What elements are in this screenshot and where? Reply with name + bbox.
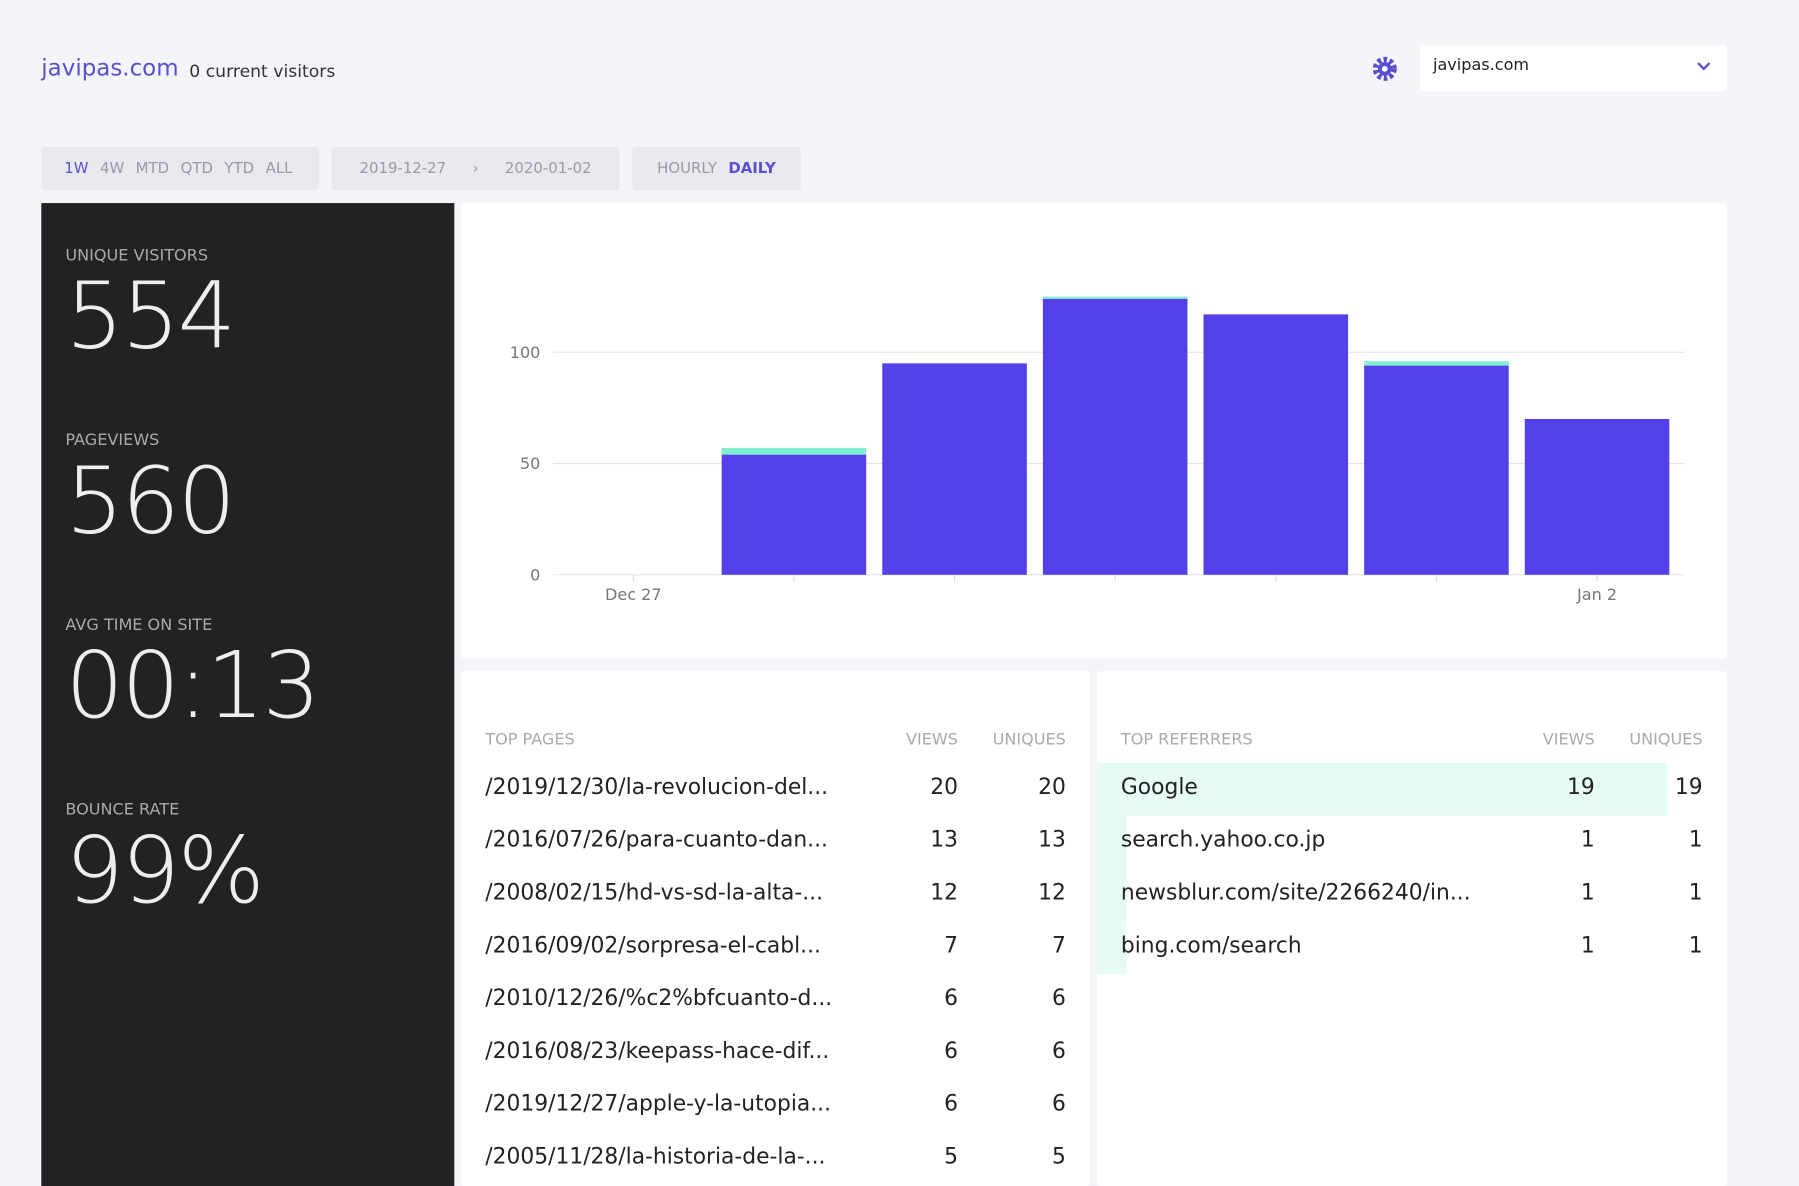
- row-uniques: 1: [1689, 827, 1703, 852]
- row-label[interactable]: newsblur.com/site/2266240/in...: [1121, 880, 1471, 905]
- table-header: UNIQUES: [1629, 731, 1702, 749]
- row-views: 6: [944, 1038, 958, 1063]
- x-tick-label: Dec 27: [605, 585, 662, 604]
- row-views: 6: [944, 1091, 958, 1116]
- row-uniques: 13: [1038, 827, 1066, 852]
- row-label[interactable]: bing.com/search: [1121, 933, 1302, 958]
- row-uniques: 1: [1689, 933, 1703, 958]
- row-label[interactable]: /2016/07/26/para-cuanto-dan...: [485, 827, 828, 852]
- row-uniques: 5: [1052, 1144, 1066, 1169]
- row-label[interactable]: /2019/12/30/la-revolucion-del...: [485, 774, 828, 799]
- row-views: 6: [944, 986, 958, 1011]
- row-uniques: 6: [1052, 1038, 1066, 1063]
- row-views: 1: [1581, 827, 1595, 852]
- date-to: 2020-01-02: [505, 160, 592, 177]
- chart: 0 50 100 Dec 27 Jan 2: [461, 203, 1726, 658]
- row-views: 19: [1567, 774, 1595, 799]
- table-header: VIEWS: [1543, 731, 1595, 749]
- table-header: TOP REFERRERS: [1121, 731, 1253, 749]
- date-from: 2019-12-27: [359, 160, 446, 177]
- row-label[interactable]: /2016/08/23/keepass-hace-dif...: [485, 1038, 829, 1063]
- stat-value: 560: [65, 447, 233, 554]
- row-views: 12: [930, 880, 958, 905]
- row-uniques: 1: [1689, 880, 1703, 905]
- y-tick-label: 0: [530, 566, 540, 585]
- row-uniques: 20: [1038, 774, 1066, 799]
- row-views: 13: [930, 827, 958, 852]
- row-label[interactable]: /2019/12/27/apple-y-la-utopia...: [485, 1091, 831, 1116]
- bar-segment: [1364, 366, 1509, 575]
- row-uniques: 19: [1675, 774, 1703, 799]
- visitors: 0 current visitors: [189, 61, 335, 82]
- row-views: 1: [1581, 880, 1595, 905]
- y-tick-label: 50: [520, 454, 540, 473]
- row-label[interactable]: /2005/11/28/la-historia-de-la-...: [485, 1144, 825, 1169]
- range-option[interactable]: ALL: [266, 160, 293, 177]
- range-option[interactable]: QTD: [181, 160, 213, 177]
- range-option[interactable]: 4W: [100, 160, 124, 177]
- y-tick-label: 100: [510, 343, 541, 362]
- bar-segment: [1204, 314, 1349, 574]
- stat-value: 99%: [65, 817, 262, 924]
- range-option[interactable]: YTD: [224, 160, 254, 177]
- bar-segment: [1043, 299, 1188, 575]
- row-label[interactable]: search.yahoo.co.jp: [1121, 827, 1325, 852]
- settings-icon[interactable]: [1371, 55, 1399, 83]
- row-label[interactable]: Google: [1121, 774, 1198, 799]
- date-range[interactable]: 2019-12-27 › 2020-01-02: [332, 147, 620, 191]
- range-option[interactable]: MTD: [136, 160, 169, 177]
- table-header: TOP PAGES: [485, 731, 574, 749]
- granularity-option[interactable]: DAILY: [728, 160, 775, 177]
- table-header: VIEWS: [906, 731, 958, 749]
- site-name[interactable]: javipas.com: [41, 54, 178, 82]
- row-uniques: 6: [1052, 1091, 1066, 1116]
- top-pages-card: TOP PAGES VIEWS UNIQUES/2019/12/30/la-revo…: [461, 671, 1090, 1186]
- row-uniques: 12: [1038, 880, 1066, 905]
- row-uniques: 7: [1052, 933, 1066, 958]
- bar-segment: [1043, 297, 1188, 299]
- row-label[interactable]: /2010/12/26/%c2%bfcuanto-d...: [485, 986, 832, 1011]
- range-option[interactable]: 1W: [64, 160, 88, 177]
- row-views: 1: [1581, 933, 1595, 958]
- bar-segment: [1525, 419, 1670, 575]
- stat-value: 00:13: [65, 632, 318, 739]
- site-select[interactable]: javipas.com: [1420, 45, 1726, 91]
- stats-panel: UNIQUE VISITORS554PAGEVIEWS560AVG TIME O…: [41, 203, 454, 1186]
- row-views: 7: [944, 933, 958, 958]
- row-label[interactable]: /2016/09/02/sorpresa-el-cabl...: [485, 933, 821, 958]
- table-header: UNIQUES: [993, 731, 1066, 749]
- top-referrers-card: TOP REFERRERS VIEWS UNIQUES Google 19 19 searc…: [1097, 671, 1727, 1186]
- granularity-filter: HOURLY DAILY: [632, 147, 801, 191]
- bar-segment: [722, 455, 867, 575]
- granularity-option[interactable]: HOURLY: [657, 160, 717, 177]
- bar-segment: [1364, 361, 1509, 365]
- bar-segment: [722, 448, 867, 455]
- chevron: [1696, 61, 1712, 72]
- bar-segment: [882, 363, 1027, 574]
- row-views: 20: [930, 774, 958, 799]
- chart-card: 0 50 100 Dec 27 Jan 2: [461, 203, 1726, 658]
- row-views: 5: [944, 1144, 958, 1169]
- range-filter: 1W 4W MTD QTD YTD ALL: [41, 147, 319, 191]
- select-value: javipas.com: [1433, 56, 1529, 74]
- row-uniques: 6: [1052, 986, 1066, 1011]
- row-label[interactable]: /2008/02/15/hd-vs-sd-la-alta-...: [485, 880, 823, 905]
- x-tick-label: Jan 2: [1576, 585, 1617, 604]
- separator: ›: [473, 160, 479, 177]
- stat-value: 554: [65, 263, 233, 370]
